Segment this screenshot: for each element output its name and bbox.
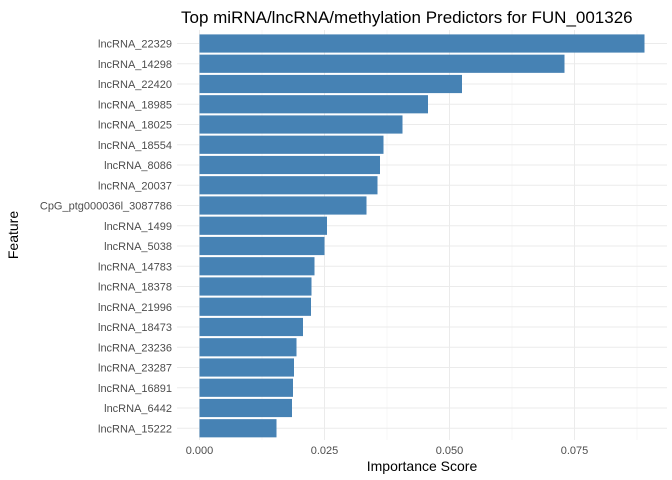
y-axis-title: Feature bbox=[5, 211, 21, 259]
x-tick-label: 0.000 bbox=[186, 445, 214, 457]
x-tick-label: 0.050 bbox=[436, 445, 464, 457]
bar bbox=[199, 236, 325, 256]
y-tick-label: lncRNA_22420 bbox=[98, 79, 172, 91]
y-tick-label: lncRNA_5038 bbox=[104, 241, 172, 253]
x-tick-label: 0.025 bbox=[311, 445, 339, 457]
y-tick-label: lncRNA_18473 bbox=[98, 322, 172, 334]
y-tick-label: lncRNA_18554 bbox=[98, 140, 172, 152]
bar bbox=[199, 74, 462, 94]
bar bbox=[199, 176, 378, 195]
bar bbox=[199, 95, 428, 114]
y-tick-label: lncRNA_22329 bbox=[98, 39, 172, 51]
y-tick-label: lncRNA_8086 bbox=[104, 160, 172, 172]
bars bbox=[199, 34, 645, 438]
bar bbox=[199, 155, 380, 175]
y-tick-label: lncRNA_18985 bbox=[98, 99, 172, 111]
y-tick-labels: lncRNA_22329 lncRNA_14298 lncRNA_22420 lncR… bbox=[40, 39, 172, 436]
bar bbox=[199, 196, 367, 215]
y-tick-label: lncRNA_21996 bbox=[98, 302, 172, 314]
bar bbox=[199, 338, 297, 357]
x-tick-labels: 0.000 0.025 0.050 0.075 bbox=[186, 445, 589, 457]
bar bbox=[199, 135, 384, 154]
y-tick-label: lncRNA_20037 bbox=[98, 180, 172, 192]
bar bbox=[199, 34, 645, 53]
chart-title: Top miRNA/lncRNA/methylation Predictors … bbox=[181, 8, 633, 27]
bar bbox=[199, 358, 294, 377]
bar bbox=[199, 257, 315, 276]
bar bbox=[199, 54, 565, 73]
bar bbox=[199, 277, 312, 296]
y-tick-label: lncRNA_23236 bbox=[98, 342, 172, 354]
bar bbox=[199, 378, 293, 397]
y-tick-label: lncRNA_23287 bbox=[98, 363, 172, 375]
bar bbox=[199, 216, 327, 235]
x-axis-title: Importance Score bbox=[367, 458, 478, 474]
y-tick-label: CpG_ptg000036l_3087786 bbox=[40, 201, 172, 213]
bar bbox=[199, 317, 303, 337]
y-tick-label: lncRNA_6442 bbox=[104, 403, 172, 415]
y-tick-label: lncRNA_1499 bbox=[104, 221, 172, 233]
y-tick-label: lncRNA_15222 bbox=[98, 423, 172, 435]
x-tick-label: 0.075 bbox=[561, 445, 589, 457]
bar bbox=[199, 297, 311, 316]
y-tick-label: lncRNA_18378 bbox=[98, 282, 172, 294]
bar bbox=[199, 419, 277, 438]
bar bbox=[199, 115, 403, 134]
bar bbox=[199, 398, 292, 418]
y-tick-label: lncRNA_16891 bbox=[98, 383, 172, 395]
y-tick-label: lncRNA_18025 bbox=[98, 120, 172, 132]
y-tick-label: lncRNA_14298 bbox=[98, 59, 172, 71]
y-tick-label: lncRNA_14783 bbox=[98, 261, 172, 273]
